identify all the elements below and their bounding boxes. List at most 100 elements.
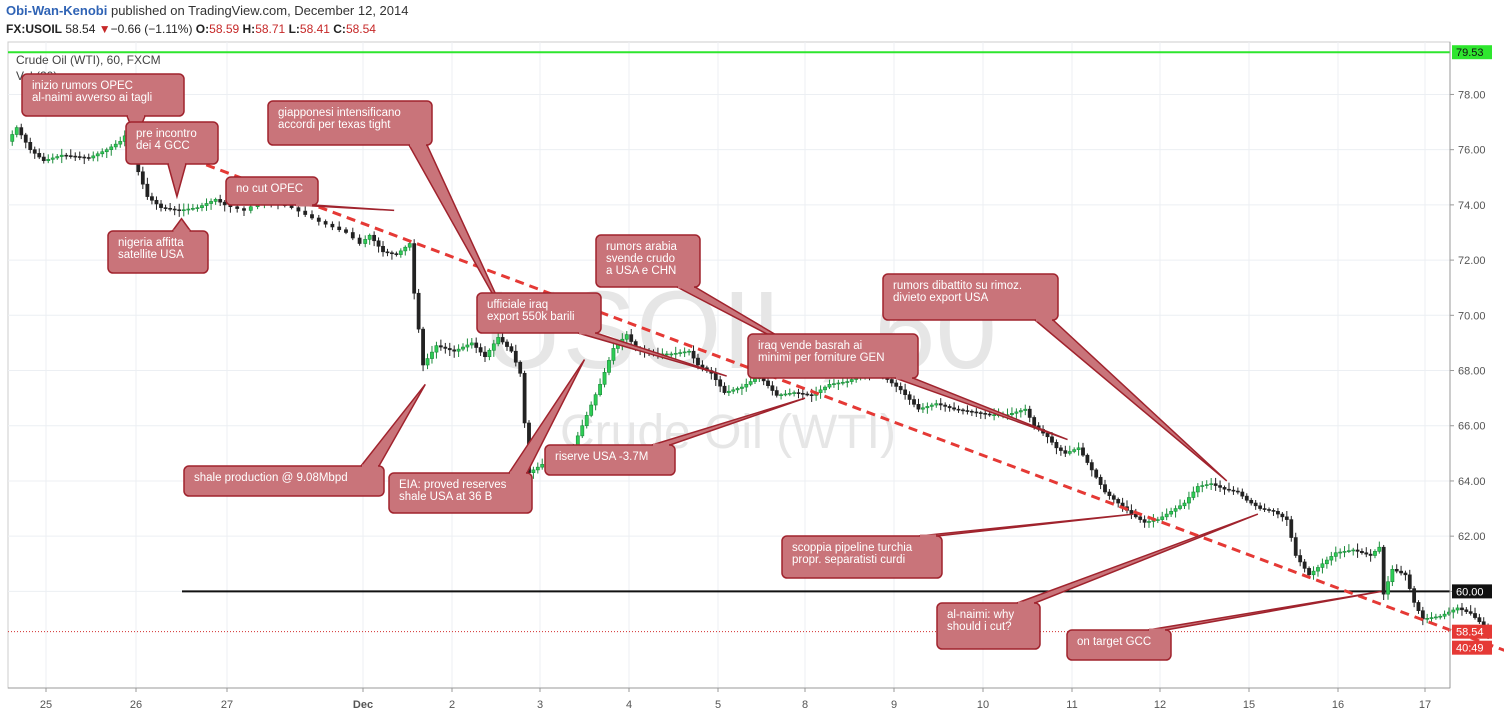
- candle-body: [23, 134, 28, 143]
- callout-text: on target GCC: [1077, 636, 1151, 648]
- y-tick-label: 76.00: [1458, 145, 1486, 157]
- candle-body: [1227, 488, 1231, 491]
- candle-body: [961, 409, 965, 412]
- candle-body: [443, 346, 448, 349]
- candle-body: [14, 127, 19, 135]
- candle-body: [1014, 411, 1019, 414]
- callout-box: [225, 176, 319, 206]
- candle-body: [363, 239, 368, 244]
- candle-body: [367, 234, 372, 240]
- callout-text: pre incontro: [136, 128, 197, 140]
- candle-body: [1416, 602, 1421, 612]
- callout-box: [882, 273, 1059, 321]
- candle-body: [1298, 555, 1303, 563]
- candle-body: [974, 411, 979, 414]
- candle-body: [894, 382, 899, 387]
- candle-body: [947, 406, 952, 409]
- candle-body: [186, 208, 191, 211]
- callout-text: propr. separatisti curdi: [792, 554, 905, 566]
- candle-body: [1280, 513, 1285, 518]
- callout-text: riserve USA -3.7M: [555, 451, 648, 463]
- candle-body: [323, 221, 328, 225]
- badge-countdown-bg: [1452, 640, 1492, 655]
- candle-body: [491, 343, 496, 351]
- callout-text: scoppia pipeline turchia: [792, 542, 913, 554]
- badge-countdown: 40:49: [1456, 643, 1484, 655]
- y-tick-label: 72.00: [1458, 255, 1486, 267]
- candle-body: [1067, 451, 1072, 454]
- candle-body: [330, 223, 335, 228]
- x-tick-label: 8: [802, 699, 808, 711]
- candle-body: [104, 149, 109, 153]
- candle-body: [1373, 551, 1377, 556]
- callout-box: [476, 292, 602, 334]
- candle-body: [1209, 483, 1214, 486]
- candle-body: [1293, 537, 1298, 556]
- candle-body: [1468, 611, 1473, 614]
- badge-top-line: 79.53: [1456, 47, 1484, 59]
- candle-body: [969, 410, 974, 413]
- candle-body: [425, 358, 430, 366]
- candle-body: [943, 404, 948, 407]
- candle-body: [898, 386, 903, 391]
- candle-body: [682, 351, 687, 354]
- candle-body: [478, 347, 483, 353]
- symbol[interactable]: FX:USOIL: [6, 22, 62, 36]
- candle-body: [337, 226, 342, 231]
- candle-body: [929, 404, 934, 407]
- candle-body: [222, 201, 227, 206]
- callout-text: no cut OPEC: [236, 183, 303, 195]
- resistance-trendline: [135, 137, 1504, 652]
- candle-body: [1351, 549, 1356, 552]
- candle-body: [513, 350, 518, 363]
- author-link[interactable]: Obi-Wan-Kenobi: [6, 3, 108, 18]
- candle-body: [68, 155, 73, 157]
- candle-body: [95, 153, 100, 157]
- candle-body: [474, 342, 479, 348]
- candle-body: [350, 232, 355, 239]
- callout-export-ban: rumors dibattito su rimoz.divieto export…: [882, 273, 1228, 482]
- candle-body: [718, 379, 723, 387]
- candle-body: [1425, 617, 1430, 620]
- candle-body: [748, 381, 753, 385]
- callout-text: dei 4 GCC: [136, 140, 190, 152]
- candle-body: [805, 393, 810, 396]
- candle-body: [1438, 615, 1443, 618]
- close-value: 58.54: [345, 22, 376, 36]
- candle-body: [487, 349, 492, 358]
- high-label: H:: [242, 22, 256, 36]
- candle-body: [1138, 516, 1143, 520]
- candle-body: [1089, 462, 1094, 471]
- candle-body: [163, 207, 168, 209]
- x-tick-label: 27: [221, 699, 233, 711]
- candle-body: [607, 360, 611, 373]
- candle-body: [1346, 550, 1351, 552]
- candle-body: [1085, 454, 1090, 463]
- grid: [7, 41, 1451, 689]
- trendline[interactable]: [135, 137, 1504, 683]
- callout-text: rumors dibattito su rimoz.: [893, 280, 1022, 292]
- candle-body: [779, 394, 783, 396]
- candle-body: [664, 353, 669, 356]
- candle-body: [832, 383, 836, 385]
- y-tick-label: 74.00: [1458, 200, 1486, 212]
- candle-body: [1244, 495, 1249, 501]
- candle-body: [461, 346, 465, 350]
- candle-body: [19, 127, 24, 136]
- candle-body: [907, 394, 912, 400]
- candle-body: [438, 345, 443, 348]
- candle-body: [903, 389, 908, 395]
- candle-body: [753, 378, 757, 382]
- callout-gcc-target: on target GCC: [1066, 590, 1382, 661]
- candle-body: [172, 208, 177, 211]
- last-price: 58.54: [65, 22, 96, 36]
- candle-body: [1262, 508, 1267, 510]
- candle-body: [912, 399, 916, 405]
- x-tick-label: 4: [626, 699, 632, 711]
- candle-body: [1324, 559, 1329, 565]
- callout-box: [747, 333, 919, 379]
- published-text: published on TradingView.com, December 1…: [110, 3, 409, 18]
- y-tick-label: 78.00: [1458, 89, 1486, 101]
